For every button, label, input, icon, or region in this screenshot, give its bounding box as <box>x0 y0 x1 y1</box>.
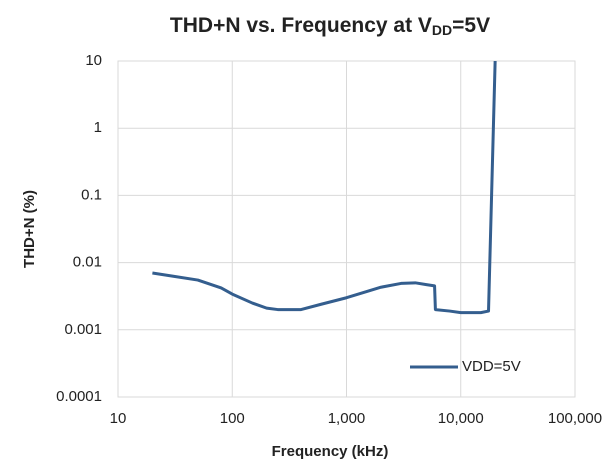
data-line <box>152 61 497 315</box>
y-tick-label: 0.1 <box>81 186 102 203</box>
x-tick-label: 10 <box>110 410 127 427</box>
y-tick-label: 1 <box>94 119 102 136</box>
plot-frame <box>117 60 576 398</box>
x-tick-label: 10,000 <box>438 410 484 427</box>
title-part: =5V <box>452 14 490 37</box>
y-tick-label: 0.01 <box>73 254 102 271</box>
y-tick-label: 0.0001 <box>56 388 102 405</box>
legend-label: VDD=5V <box>462 358 521 375</box>
y-axis-title: THD+N (%) <box>21 190 38 268</box>
chart-title: THD+N vs. Frequency at VDD=5V <box>170 14 490 38</box>
title-subscript: DD <box>432 22 452 38</box>
x-axis-title: Frequency (kHz) <box>272 443 389 460</box>
y-tick-label: 10 <box>85 52 102 69</box>
y-tick-label: 0.001 <box>64 321 102 338</box>
title-part: THD+N vs. Frequency at V <box>170 14 432 37</box>
x-tick-label: 100 <box>220 410 245 427</box>
x-tick-label: 1,000 <box>328 410 366 427</box>
x-tick-label: 100,000 <box>548 410 602 427</box>
